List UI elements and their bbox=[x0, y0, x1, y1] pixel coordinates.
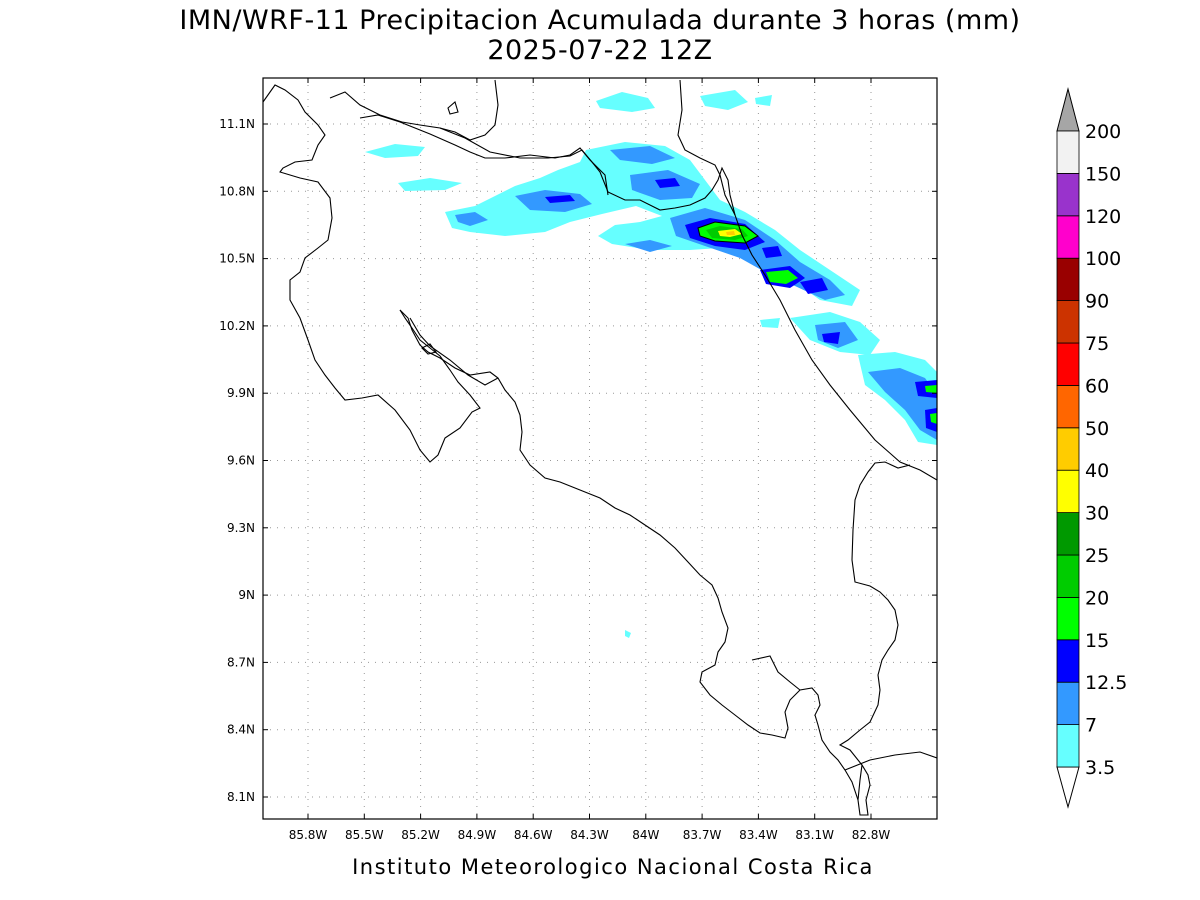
colorbar-swatch bbox=[1056, 681, 1080, 726]
precip-band-3.5 bbox=[755, 95, 772, 106]
x-tick-label: 83.1W bbox=[795, 828, 834, 842]
precip-band-40 bbox=[726, 231, 735, 235]
colorbar: 3.5 7 12.5 15 20 25 30 40 50 60 75 90 100 120 150 200 bbox=[1056, 87, 1127, 809]
precip-band-3.5 bbox=[625, 630, 631, 638]
x-tick-label: 84W bbox=[632, 828, 659, 842]
colorbar-swatch bbox=[1056, 427, 1080, 471]
colorbar-label: 50 bbox=[1085, 418, 1109, 440]
colorbar-swatch bbox=[1056, 384, 1080, 429]
x-tick-label: 85.2W bbox=[401, 828, 440, 842]
x-tick-label: 82.8W bbox=[852, 828, 891, 842]
precip-band-3.5 bbox=[760, 318, 780, 328]
colorbar-label: 200 bbox=[1085, 121, 1121, 143]
y-tick-label: 10.2N bbox=[219, 319, 255, 333]
colorbar-label: 7 bbox=[1085, 715, 1097, 737]
y-tick-label: 11.1N bbox=[219, 117, 255, 131]
colorbar-swatch bbox=[1056, 724, 1080, 768]
x-tick-label: 83.4W bbox=[739, 828, 778, 842]
small-island bbox=[447, 101, 459, 115]
coastline bbox=[263, 79, 937, 816]
precip-band-12.5 bbox=[655, 178, 680, 188]
precip-band-3.5 bbox=[596, 92, 655, 112]
footer-credit: Instituto Meteorologico Nacional Costa R… bbox=[352, 855, 874, 879]
precip-band-7 bbox=[610, 146, 675, 164]
colorbar-label: 30 bbox=[1085, 503, 1109, 525]
colorbar-swatch bbox=[1056, 215, 1080, 259]
y-tick-label: 8.1N bbox=[227, 790, 255, 804]
colorbar-swatch bbox=[1056, 512, 1080, 556]
longitude-axis-labels: 85.8W 85.5W 85.2W 84.9W 84.6W 84.3W 84W 83.7W 83… bbox=[289, 828, 891, 842]
precip-band-12.5 bbox=[762, 246, 782, 258]
precip-band-12.5 bbox=[545, 195, 575, 203]
y-tick-label: 8.7N bbox=[227, 655, 255, 669]
y-tick-label: 9.6N bbox=[227, 454, 255, 468]
precipitation-field bbox=[365, 90, 937, 638]
colorbar-swatch bbox=[1056, 300, 1080, 344]
precip-band-3.5 bbox=[445, 142, 860, 306]
precip-band-15 bbox=[766, 270, 798, 284]
x-tick-label: 85.5W bbox=[345, 828, 384, 842]
colorbar-label: 3.5 bbox=[1085, 757, 1115, 779]
colorbar-label: 12.5 bbox=[1085, 672, 1127, 694]
colorbar-swatch bbox=[1056, 639, 1080, 683]
y-tick-label: 8.4N bbox=[227, 723, 255, 737]
gulf-island bbox=[421, 343, 437, 355]
colorbar-label: 20 bbox=[1085, 587, 1109, 609]
y-tick-label: 9.3N bbox=[227, 521, 255, 535]
precip-band-7 bbox=[455, 212, 488, 226]
colorbar-label: 60 bbox=[1085, 375, 1109, 397]
lake-nicaragua bbox=[329, 79, 499, 141]
colorbar-swatch bbox=[1056, 257, 1080, 302]
map-grid bbox=[263, 78, 937, 819]
colorbar-label: 75 bbox=[1085, 333, 1109, 355]
precip-band-3.5 bbox=[365, 144, 425, 158]
colorbar-label: 120 bbox=[1085, 206, 1121, 228]
precip-band-3.5 bbox=[398, 178, 462, 191]
colorbar-label: 40 bbox=[1085, 460, 1109, 482]
x-tick-label: 85.8W bbox=[289, 828, 328, 842]
gulf-of-nicoya bbox=[409, 317, 499, 386]
colorbar-swatch bbox=[1056, 342, 1080, 386]
costa-rica-panama-border bbox=[857, 764, 863, 801]
x-tick-label: 84.6W bbox=[514, 828, 553, 842]
y-tick-label: 9.9N bbox=[227, 386, 255, 400]
precip-band-15 bbox=[925, 385, 937, 393]
golfo-dulce bbox=[751, 655, 801, 691]
y-tick-label: 10.8N bbox=[219, 184, 255, 198]
colorbar-label: 100 bbox=[1085, 248, 1121, 270]
colorbar-label: 25 bbox=[1085, 545, 1109, 567]
colorbar-label: 90 bbox=[1085, 291, 1109, 313]
map-frame bbox=[262, 77, 938, 820]
y-tick-label: 10.5N bbox=[219, 252, 255, 266]
precip-band-7 bbox=[625, 240, 672, 252]
colorbar-label: 150 bbox=[1085, 163, 1121, 185]
precip-band-3.5 bbox=[700, 90, 748, 110]
colorbar-swatch bbox=[1056, 597, 1080, 641]
precip-band-12.5 bbox=[822, 332, 840, 344]
nicaragua-pacific-coast bbox=[263, 84, 481, 463]
precip-band-12.5 bbox=[800, 278, 828, 294]
y-tick-label: 9N bbox=[238, 588, 255, 602]
latitude-axis-labels: 11.1N 10.8N 10.5N 10.2N 9.9N 9.6N 9.3N 9N 8.7N 8.… bbox=[219, 117, 255, 804]
map-title: IMN/WRF-11 Precipitacion Acumulada duran… bbox=[179, 5, 1021, 36]
caribbean-coast bbox=[677, 79, 937, 481]
precip-band-15 bbox=[930, 413, 937, 424]
colorbar-label: 15 bbox=[1085, 630, 1109, 652]
colorbar-min-arrow bbox=[1056, 766, 1080, 809]
colorbar-swatch bbox=[1056, 130, 1080, 174]
x-tick-label: 84.3W bbox=[570, 828, 609, 842]
x-tick-label: 83.7W bbox=[683, 828, 722, 842]
axis-ticks bbox=[263, 78, 937, 819]
map-subtitle-datetime: 2025-07-22 12Z bbox=[487, 35, 713, 66]
colorbar-swatch bbox=[1056, 172, 1080, 217]
colorbar-swatch bbox=[1056, 554, 1080, 598]
x-tick-label: 84.9W bbox=[458, 828, 497, 842]
colorbar-swatch bbox=[1056, 469, 1080, 514]
nicoya-peninsula bbox=[399, 309, 911, 816]
panama-pacific-coast bbox=[844, 751, 937, 771]
colorbar-max-arrow bbox=[1056, 87, 1080, 132]
